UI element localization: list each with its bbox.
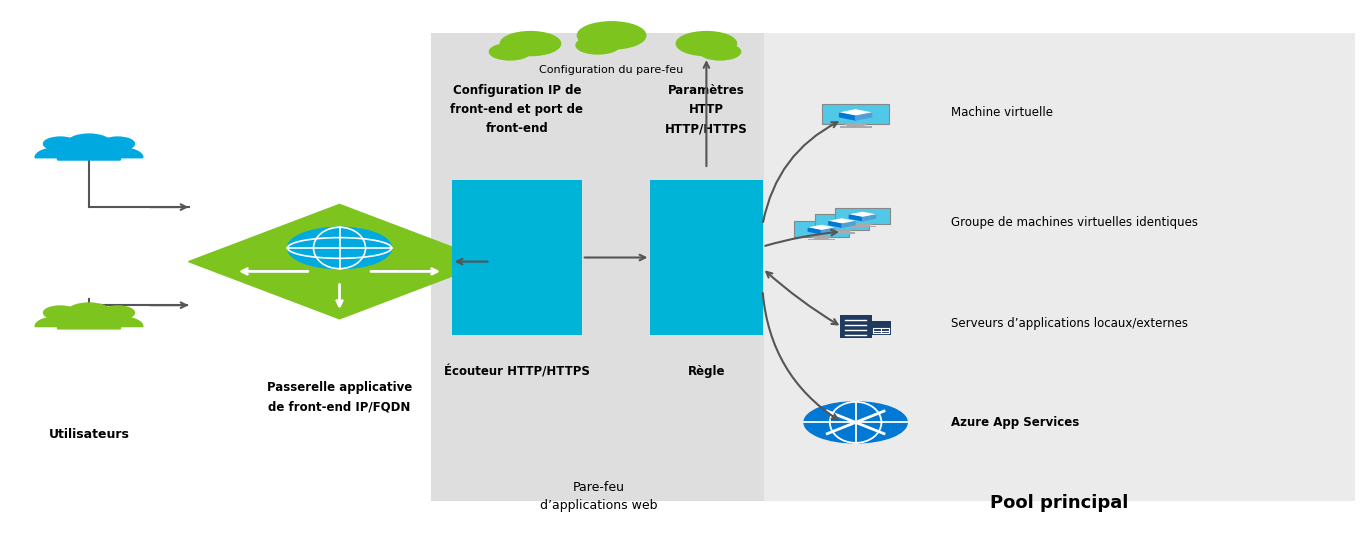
Circle shape <box>700 44 741 60</box>
Circle shape <box>101 137 134 150</box>
Text: Machine virtuelle: Machine virtuelle <box>951 106 1054 119</box>
Polygon shape <box>57 316 120 329</box>
FancyBboxPatch shape <box>839 316 872 338</box>
FancyBboxPatch shape <box>849 226 876 227</box>
Circle shape <box>490 44 530 60</box>
Text: Passerelle applicative
de front-end IP/FQDN: Passerelle applicative de front-end IP/F… <box>267 382 412 414</box>
Polygon shape <box>854 223 871 226</box>
Polygon shape <box>839 113 856 120</box>
Polygon shape <box>849 213 876 217</box>
Polygon shape <box>842 221 856 227</box>
FancyBboxPatch shape <box>431 33 767 501</box>
Text: Groupe de machines virtuelles identiques: Groupe de machines virtuelles identiques <box>951 216 1198 229</box>
Circle shape <box>578 22 646 49</box>
Polygon shape <box>36 316 86 326</box>
FancyBboxPatch shape <box>828 232 856 234</box>
Polygon shape <box>845 124 867 126</box>
FancyBboxPatch shape <box>794 221 849 237</box>
Polygon shape <box>36 147 86 158</box>
Circle shape <box>676 32 737 56</box>
Text: Configuration IP de
front-end et port de
front-end: Configuration IP de front-end et port de… <box>450 84 583 136</box>
Circle shape <box>287 227 392 269</box>
FancyBboxPatch shape <box>452 180 582 335</box>
Text: Pare-feu
d’applications web: Pare-feu d’applications web <box>541 481 657 512</box>
Circle shape <box>44 306 77 319</box>
Circle shape <box>44 137 77 150</box>
Text: Azure App Services: Azure App Services <box>951 416 1080 429</box>
Text: Configuration du pare-feu: Configuration du pare-feu <box>539 65 683 75</box>
Text: Pool principal: Pool principal <box>990 494 1129 512</box>
Polygon shape <box>828 221 842 227</box>
Polygon shape <box>856 113 872 120</box>
Polygon shape <box>834 230 850 232</box>
Text: Écouteur HTTP/HTTPS: Écouteur HTTP/HTTPS <box>444 365 590 378</box>
Polygon shape <box>808 228 821 234</box>
Circle shape <box>804 402 908 443</box>
Circle shape <box>501 32 561 56</box>
FancyBboxPatch shape <box>835 208 890 223</box>
Circle shape <box>68 303 110 320</box>
FancyBboxPatch shape <box>650 180 763 335</box>
FancyBboxPatch shape <box>872 322 891 335</box>
Polygon shape <box>808 226 835 231</box>
Circle shape <box>68 134 110 151</box>
Circle shape <box>576 37 620 54</box>
Text: Serveurs d’applications locaux/externes: Serveurs d’applications locaux/externes <box>951 317 1188 330</box>
Polygon shape <box>57 147 120 160</box>
Text: Paramètres
HTTP
HTTP/HTTPS: Paramètres HTTP HTTP/HTTPS <box>665 84 747 136</box>
Polygon shape <box>92 316 142 326</box>
Polygon shape <box>849 215 862 221</box>
Polygon shape <box>862 215 876 221</box>
Polygon shape <box>839 110 872 116</box>
Text: Règle: Règle <box>687 365 726 378</box>
FancyBboxPatch shape <box>839 126 872 128</box>
FancyBboxPatch shape <box>815 214 869 230</box>
FancyBboxPatch shape <box>823 104 888 124</box>
Circle shape <box>101 306 134 319</box>
Polygon shape <box>189 204 490 319</box>
Text: Utilisateurs: Utilisateurs <box>48 428 130 441</box>
Polygon shape <box>813 237 830 239</box>
Polygon shape <box>92 147 142 158</box>
Polygon shape <box>821 228 835 234</box>
Polygon shape <box>828 219 856 224</box>
FancyBboxPatch shape <box>764 33 1355 501</box>
FancyBboxPatch shape <box>808 239 835 240</box>
